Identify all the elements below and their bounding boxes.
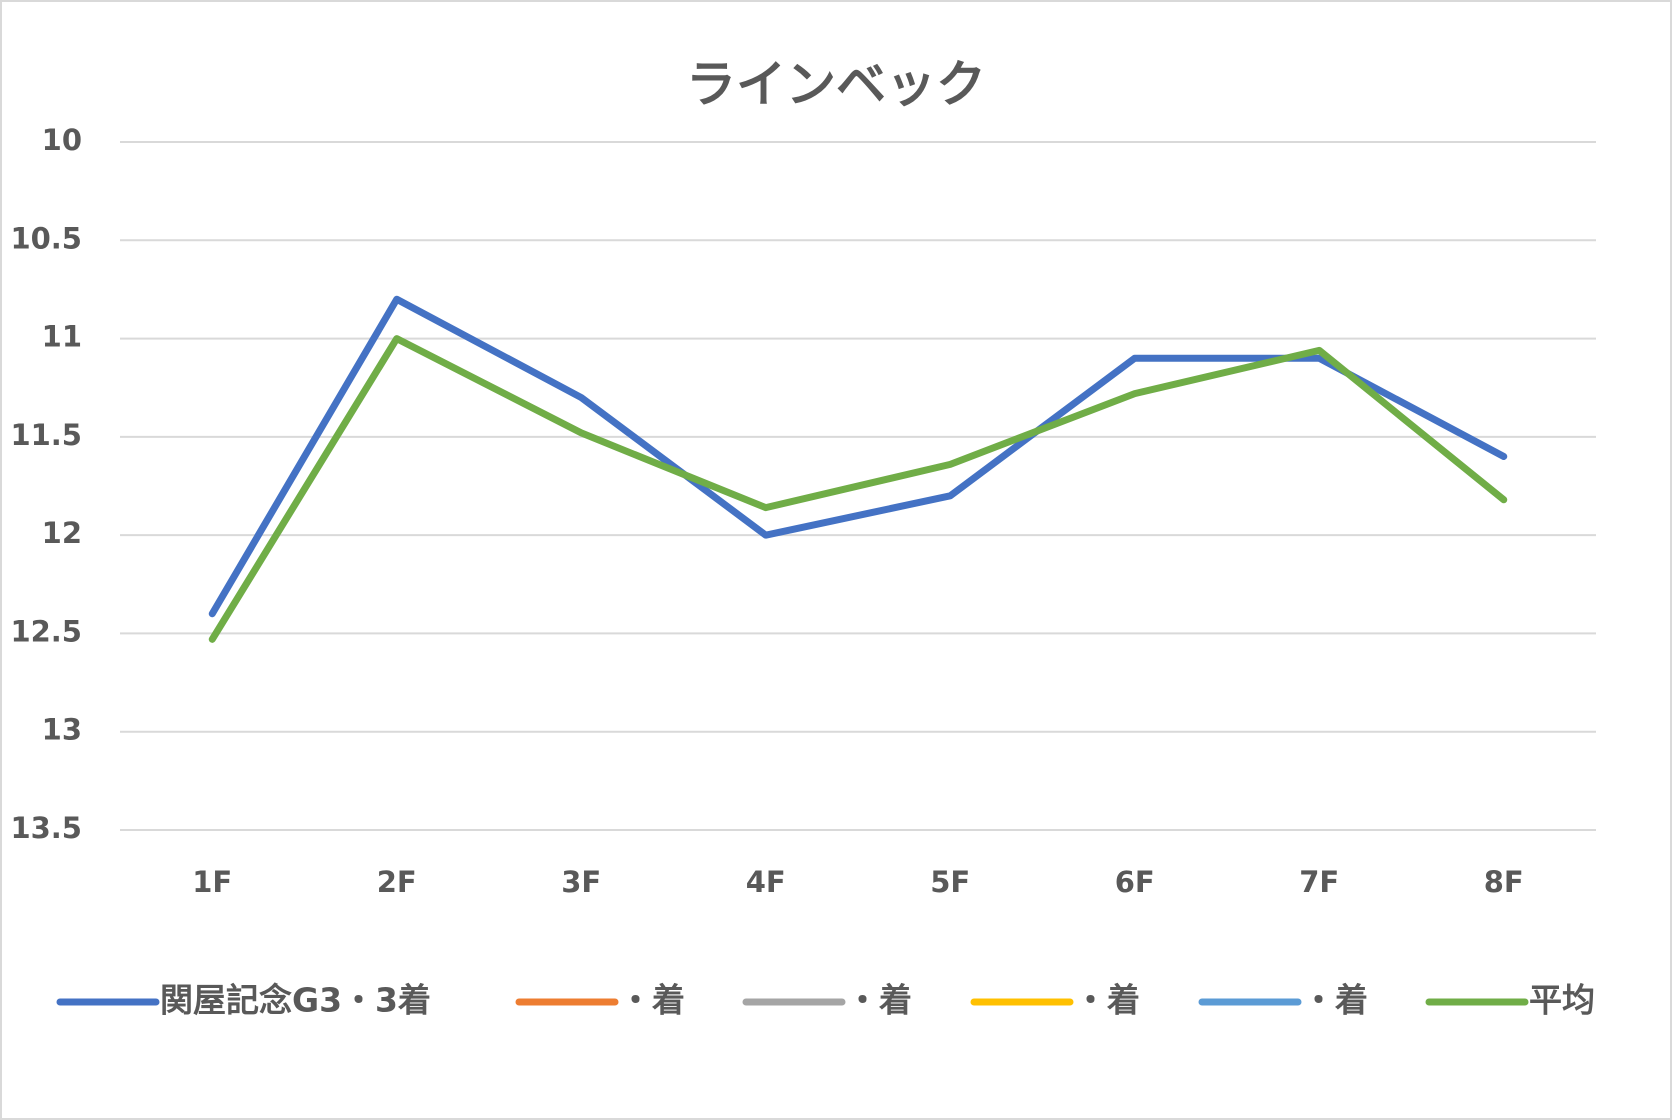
chart-title: ラインベック	[686, 56, 986, 114]
y-tick-label: 13.5	[10, 811, 82, 845]
legend-label: ・着	[619, 981, 685, 1020]
x-tick-label: 4F	[746, 865, 786, 899]
legend-label: ・着	[846, 981, 912, 1020]
x-tick-label: 2F	[377, 865, 417, 899]
series-line	[208, 335, 1508, 643]
legend-label: 関屋記念G3・3着	[160, 981, 431, 1020]
x-tick-label: 7F	[1299, 865, 1339, 899]
legend-label: ・着	[1302, 981, 1368, 1020]
legend-label: ・着	[1074, 981, 1140, 1020]
y-tick-label: 13	[42, 713, 82, 747]
x-tick-label: 6F	[1115, 865, 1155, 899]
y-tick-label: 10.5	[10, 221, 82, 255]
y-tick-label: 12	[42, 516, 82, 550]
y-tick-label: 12.5	[10, 614, 82, 648]
y-tick-label: 11	[42, 320, 82, 354]
x-tick-label: 1F	[192, 865, 232, 899]
x-tick-label: 5F	[930, 865, 970, 899]
x-tick-label: 3F	[561, 865, 601, 899]
legend-label: 平均	[1529, 981, 1595, 1020]
y-tick-label: 11.5	[10, 418, 82, 452]
y-tick-label: 10	[42, 123, 82, 157]
x-tick-label: 8F	[1484, 865, 1524, 899]
